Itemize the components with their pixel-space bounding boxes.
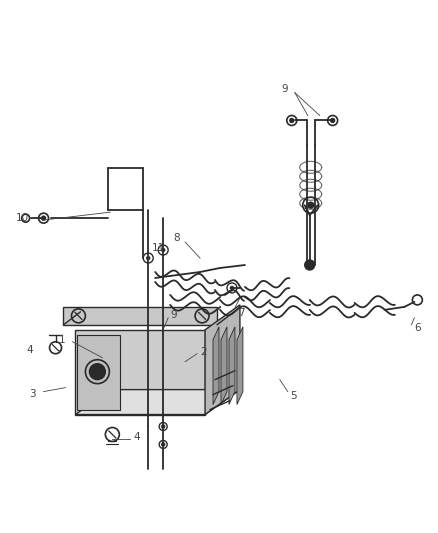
Text: 5: 5: [290, 391, 297, 401]
Text: 7: 7: [238, 308, 244, 318]
Polygon shape: [229, 327, 235, 405]
Polygon shape: [221, 327, 227, 405]
Circle shape: [42, 216, 46, 220]
Polygon shape: [237, 327, 243, 405]
Polygon shape: [64, 307, 217, 325]
Text: 9: 9: [170, 310, 177, 320]
Circle shape: [162, 425, 165, 428]
Polygon shape: [213, 327, 219, 405]
Circle shape: [89, 364, 106, 379]
Text: 11: 11: [152, 243, 166, 253]
Circle shape: [305, 260, 314, 270]
Text: 2: 2: [200, 347, 207, 357]
Text: 1: 1: [59, 335, 66, 345]
Circle shape: [162, 248, 165, 252]
Circle shape: [147, 256, 150, 260]
Text: 8: 8: [173, 233, 180, 243]
Text: 10: 10: [15, 213, 28, 223]
Polygon shape: [205, 305, 240, 415]
Circle shape: [331, 118, 335, 123]
Circle shape: [162, 443, 165, 446]
Circle shape: [308, 202, 314, 208]
Text: 9: 9: [281, 84, 288, 94]
Polygon shape: [75, 390, 240, 415]
Text: 3: 3: [29, 389, 35, 399]
Text: 4: 4: [133, 432, 140, 442]
Circle shape: [290, 118, 294, 123]
Text: 6: 6: [414, 323, 421, 333]
Polygon shape: [78, 335, 120, 409]
Text: 4: 4: [26, 345, 32, 355]
Polygon shape: [75, 330, 205, 415]
Circle shape: [230, 286, 233, 289]
